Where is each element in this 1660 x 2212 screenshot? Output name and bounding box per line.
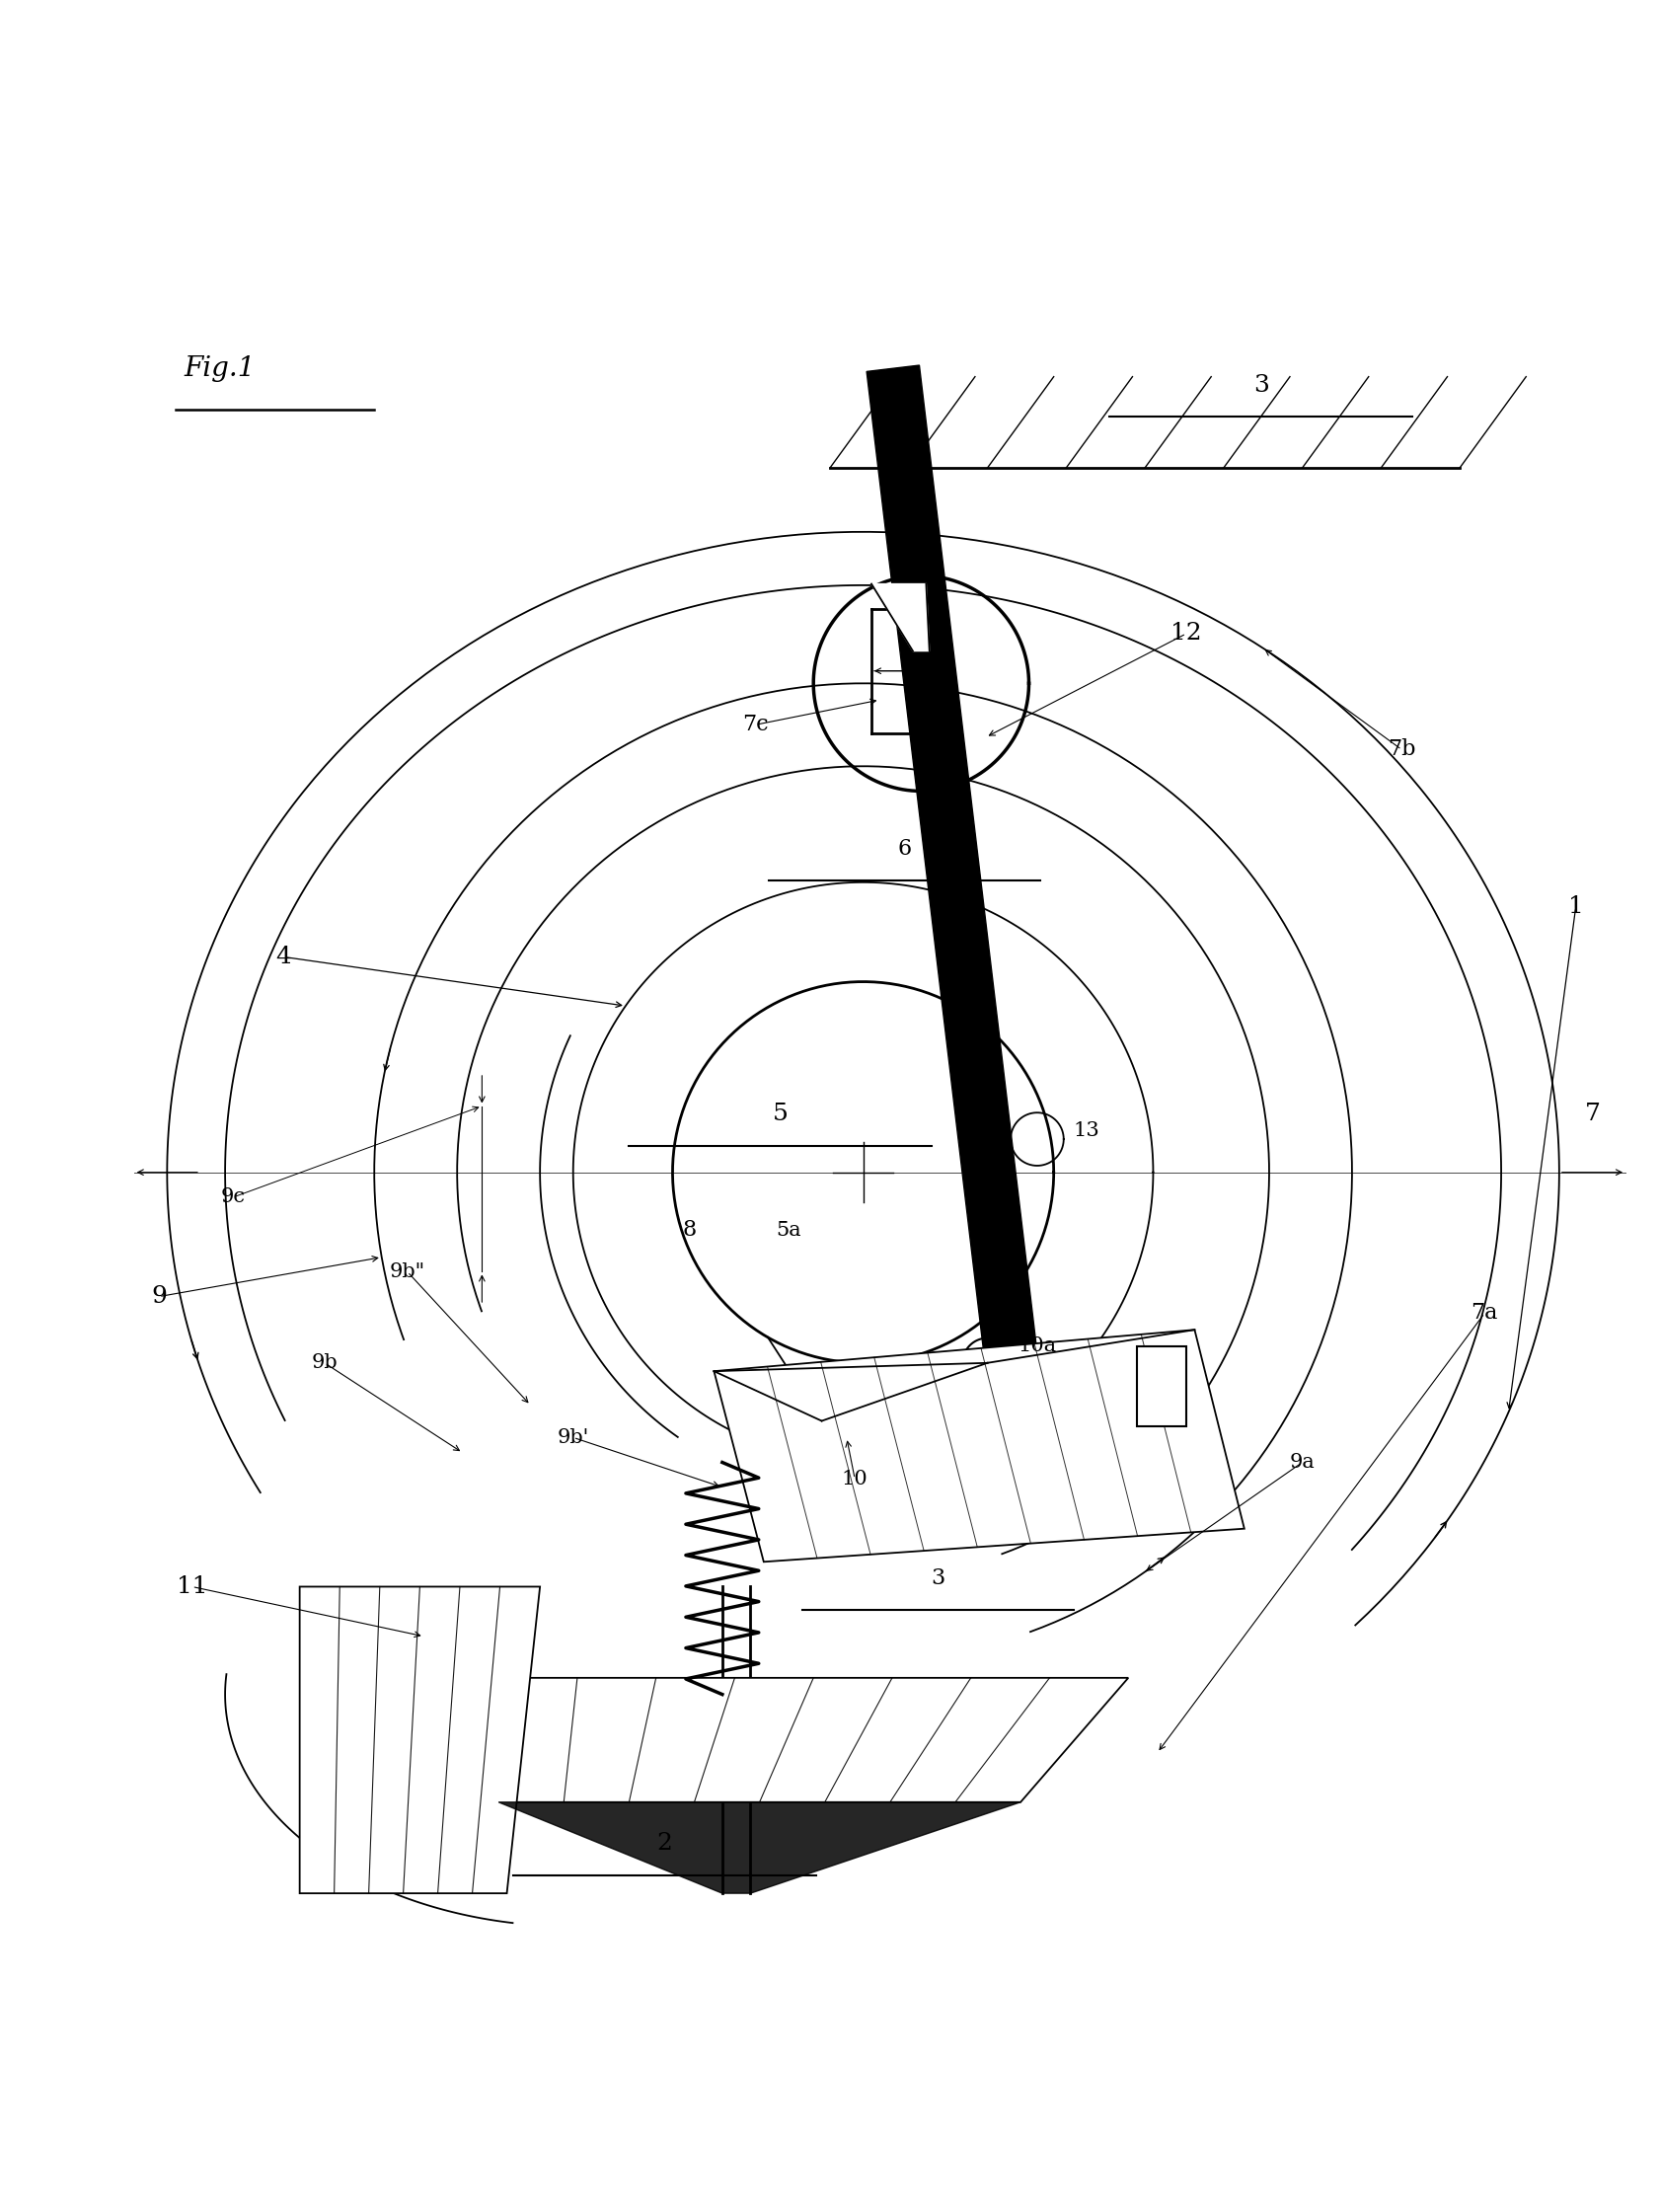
- Bar: [1137, 1347, 1187, 1427]
- Text: 7a: 7a: [1471, 1303, 1497, 1325]
- Text: 12: 12: [1170, 622, 1202, 646]
- Text: 2: 2: [656, 1832, 672, 1856]
- Polygon shape: [498, 1803, 1021, 1893]
- Text: 7c: 7c: [742, 714, 769, 737]
- Text: 14: 14: [1140, 1354, 1167, 1371]
- Text: 5a: 5a: [775, 1221, 802, 1239]
- Text: 7b: 7b: [1388, 739, 1416, 761]
- Text: 13: 13: [1074, 1121, 1101, 1139]
- Text: 11: 11: [176, 1575, 208, 1597]
- Text: 6: 6: [898, 838, 911, 860]
- Text: 9b: 9b: [312, 1354, 337, 1371]
- Polygon shape: [872, 584, 930, 650]
- Text: 5: 5: [772, 1104, 788, 1126]
- Text: 9: 9: [151, 1285, 166, 1307]
- Text: 7: 7: [1585, 1104, 1600, 1126]
- Polygon shape: [498, 1679, 1129, 1803]
- Text: 9b": 9b": [390, 1263, 425, 1281]
- Polygon shape: [300, 1586, 540, 1893]
- Text: 4: 4: [276, 945, 290, 969]
- Text: 9c: 9c: [221, 1188, 246, 1206]
- Text: 9b': 9b': [558, 1429, 589, 1447]
- Text: 3: 3: [1253, 374, 1268, 396]
- Text: 10: 10: [842, 1469, 868, 1489]
- Polygon shape: [867, 365, 1047, 1440]
- Text: 3: 3: [931, 1568, 945, 1588]
- Text: Fig.1: Fig.1: [184, 356, 256, 383]
- Text: 8: 8: [682, 1219, 696, 1241]
- Text: 1: 1: [1569, 896, 1584, 918]
- Text: 9a: 9a: [1290, 1453, 1315, 1471]
- Text: 10a: 10a: [1018, 1336, 1056, 1356]
- Polygon shape: [714, 1329, 1245, 1562]
